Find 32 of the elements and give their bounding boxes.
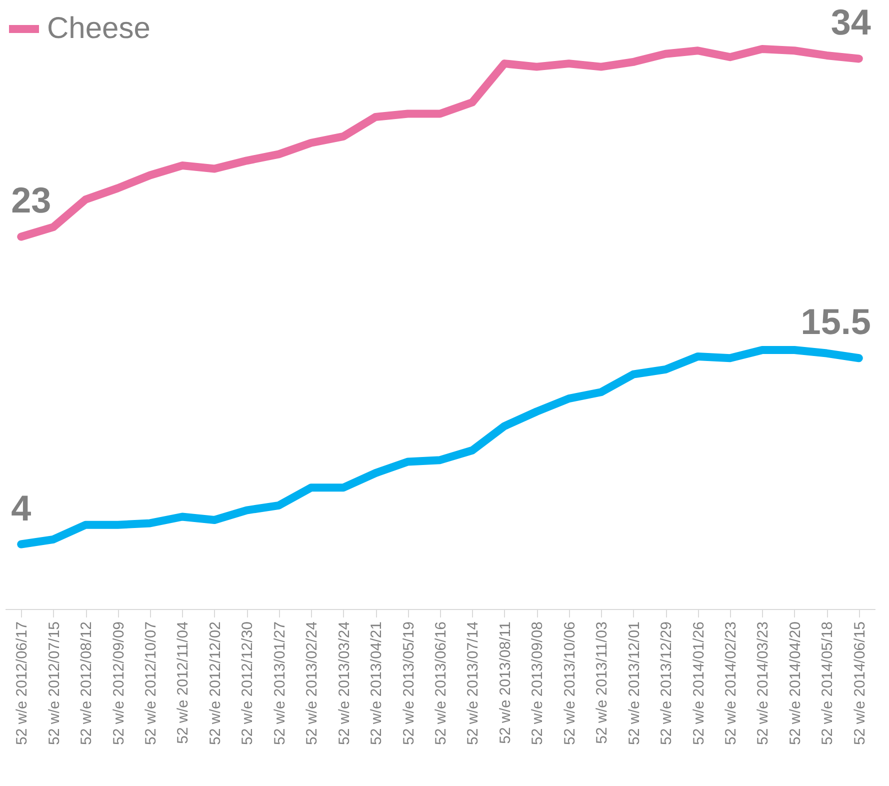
legend-label: Cheese xyxy=(47,12,150,45)
x-tick-label: 52 w/e 2013/01/27 xyxy=(271,622,288,745)
x-tick-label: 52 w/e 2014/06/15 xyxy=(851,622,868,745)
x-tick-label: 52 w/e 2013/10/06 xyxy=(561,622,578,745)
data-label: 23 xyxy=(11,180,52,221)
x-tick-label: 52 w/e 2013/08/11 xyxy=(496,622,514,744)
x-tick-label: 52 w/e 2013/03/24 xyxy=(336,622,353,745)
x-tick-label: 52 w/e 2012/08/12 xyxy=(78,622,96,745)
data-label: 34 xyxy=(830,2,871,43)
x-tick-label: 52 w/e 2012/12/30 xyxy=(239,622,256,745)
data-label: 4 xyxy=(11,487,32,528)
data-label: 15.5 xyxy=(800,301,871,342)
x-tick-label: 52 w/e 2012/09/09 xyxy=(110,622,128,745)
x-tick-label: 52 w/e 2012/06/17 xyxy=(14,622,31,745)
x-tick-label: 52 w/e 2012/11/04 xyxy=(174,622,192,744)
x-tick-label: 52 w/e 2013/07/14 xyxy=(464,622,482,745)
x-tick-label: 52 w/e 2013/12/29 xyxy=(658,622,676,745)
x-tick-label: 52 w/e 2013/04/21 xyxy=(368,622,386,745)
x-tick-label: 52 w/e 2012/10/07 xyxy=(142,622,160,745)
x-tick-label: 52 w/e 2014/01/26 xyxy=(690,622,708,745)
x-tick-label: 52 w/e 2014/03/23 xyxy=(754,622,772,745)
x-tick-label: 52 w/e 2012/07/15 xyxy=(46,622,63,745)
x-tick-label: 52 w/e 2012/12/02 xyxy=(206,622,224,745)
x-tick-label: 52 w/e 2014/05/18 xyxy=(819,622,836,745)
x-tick-label: 52 w/e 2013/11/03 xyxy=(594,622,611,744)
x-tick-label: 52 w/e 2013/09/08 xyxy=(529,622,546,745)
x-tick-label: 52 w/e 2013/05/19 xyxy=(400,622,418,745)
x-tick-label: 52 w/e 2014/04/20 xyxy=(786,622,804,745)
x-tick-label: 52 w/e 2013/06/16 xyxy=(432,622,450,745)
x-tick-label: 52 w/e 2014/02/23 xyxy=(722,622,740,745)
x-tick-label: 52 w/e 2013/12/01 xyxy=(626,622,643,745)
x-tick-label: 52 w/e 2013/02/24 xyxy=(304,622,321,745)
